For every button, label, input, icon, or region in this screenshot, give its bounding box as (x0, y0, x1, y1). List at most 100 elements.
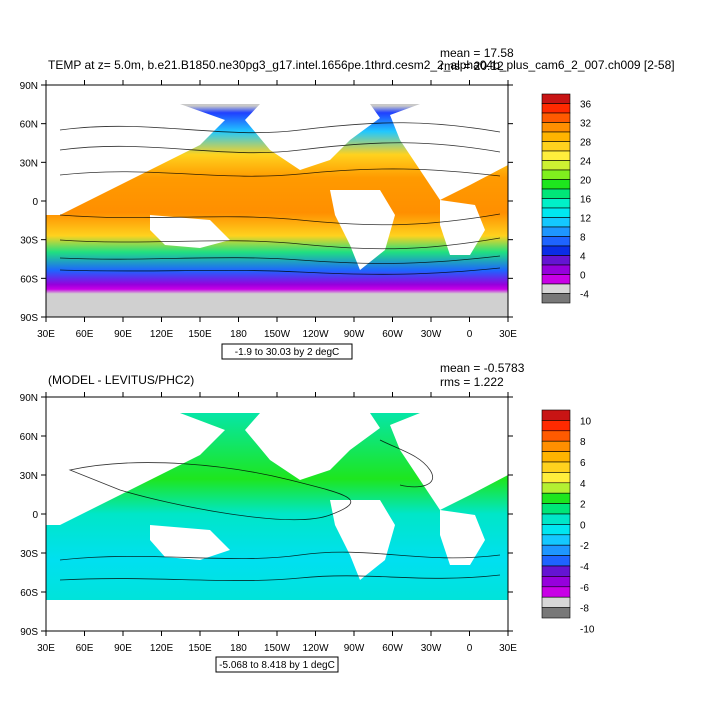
colorbar-label: 2 (580, 500, 586, 511)
panel-1-title: TEMP at z= 5.0m, b.e21.B1850.ne30pg3_g17… (48, 58, 675, 72)
colorbar-swatch (541, 236, 571, 247)
colorbar-swatch (541, 482, 571, 494)
y-tick-label: 60S (20, 588, 38, 599)
x-tick-label: 90W (344, 329, 365, 340)
panel-1-colorbar: 36 32 28 24 20 16 12 8 4 0 -4 (541, 93, 592, 304)
colorbar-swatch (541, 576, 571, 588)
colorbar-label: 4 (580, 252, 586, 263)
x-tick-label: 150E (188, 643, 212, 654)
colorbar-swatch (541, 179, 571, 190)
y-tick-label: 30S (20, 236, 38, 247)
panel-1-y-axis: 90N 60N 30N 0 30S 60S 90S (20, 81, 513, 324)
colorbar-label: 16 (580, 195, 592, 206)
y-tick-label: 30N (20, 471, 38, 482)
colorbar-label: 6 (580, 458, 586, 469)
colorbar-swatch (541, 409, 571, 421)
x-tick-label: 90E (114, 329, 132, 340)
panel-2-contours (59, 439, 501, 581)
x-tick-label: 150E (188, 329, 212, 340)
colorbar-swatch (541, 534, 571, 546)
panel-2-land (46, 397, 508, 631)
panel-1-x-axis: 30E 60E 90E 120E 150E 180 150W 120W 90W 60W 30W 0 30… (37, 80, 517, 340)
colorbar-swatch (541, 274, 571, 285)
x-tick-label: 30E (499, 643, 517, 654)
colorbar-swatch (541, 565, 571, 577)
colorbar-swatch (541, 555, 571, 567)
colorbar-swatch (541, 472, 571, 484)
colorbar-label: 8 (580, 233, 586, 244)
colorbar-swatch (541, 141, 571, 152)
panel-2-x-axis: 30E 60E 90E 120E 150E 180 150W 120W 90W 60W 30W 0 30… (37, 392, 517, 654)
panel-1-map (45, 84, 509, 318)
x-tick-label: 60E (76, 329, 94, 340)
panel-1-contours (59, 122, 501, 275)
colorbar-label: 32 (580, 119, 592, 130)
colorbar-swatch (541, 596, 571, 608)
colorbar-swatch (541, 112, 571, 123)
panel-2-range-label: -5.068 to 8.418 by 1 degC (219, 660, 335, 671)
x-tick-label: 60W (382, 643, 403, 654)
colorbar-label: -2 (580, 541, 589, 552)
colorbar-label: 0 (580, 271, 586, 282)
x-tick-label: 120E (150, 329, 174, 340)
x-tick-label: 30W (421, 329, 442, 340)
colorbar-label: 24 (580, 157, 592, 168)
x-tick-label: 120E (150, 643, 174, 654)
panel-2-range-box (215, 656, 339, 673)
colorbar-swatch (541, 169, 571, 180)
colorbar-swatch (541, 122, 571, 133)
colorbar-label: -8 (580, 604, 589, 615)
x-tick-label: 60E (76, 643, 94, 654)
colorbar-swatch (541, 607, 571, 619)
colorbar-swatch (541, 198, 571, 209)
colorbar-label: 0 (580, 520, 586, 531)
y-tick-label: 0 (32, 197, 38, 208)
panel-2-colorbar: 10 8 6 4 2 0 -2 -4 -6 -8 -10 (541, 409, 595, 635)
colorbar-swatch (541, 293, 571, 304)
panel-1-rms: rms = 20.12 (440, 59, 504, 73)
x-tick-label: 90W (344, 643, 365, 654)
colorbar-swatch (541, 451, 571, 463)
colorbar-label: 10 (580, 416, 592, 427)
panel-1-range-label: -1.9 to 30.03 by 2 degC (235, 347, 340, 358)
colorbar-swatch (541, 160, 571, 171)
colorbar-swatch (541, 503, 571, 515)
y-tick-label: 90N (20, 393, 38, 404)
y-tick-label: 90S (20, 627, 38, 638)
colorbar-swatch (541, 513, 571, 525)
colorbar-swatch (541, 150, 571, 161)
colorbar-swatch (541, 103, 571, 114)
x-tick-label: 0 (467, 643, 473, 654)
colorbar-swatch (541, 93, 571, 104)
x-tick-label: 150W (264, 643, 291, 654)
panel-2-title: (MODEL - LEVITUS/PHC2) (48, 373, 194, 387)
y-tick-label: 30S (20, 549, 38, 560)
panel-2-map (45, 396, 509, 632)
colorbar-swatch (541, 430, 571, 442)
colorbar-label: 20 (580, 176, 592, 187)
x-tick-label: 30E (37, 329, 55, 340)
y-tick-label: 0 (32, 510, 38, 521)
x-tick-label: 150W (264, 329, 291, 340)
panel-2-y-axis: 90N 60N 30N 0 30S 60S 90S (20, 393, 513, 638)
colorbar-swatch (541, 492, 571, 504)
colorbar-swatch (541, 131, 571, 142)
panel-2: (MODEL - LEVITUS/PHC2) mean = -0.5783 rm… (20, 361, 595, 673)
panel-2-mean: mean = -0.5783 (440, 361, 525, 375)
y-tick-label: 90N (20, 81, 38, 92)
x-tick-label: 30W (421, 643, 442, 654)
panel-1-land (46, 85, 508, 270)
x-tick-label: 60W (382, 329, 403, 340)
x-tick-label: 180 (230, 329, 247, 340)
colorbar-swatch (541, 217, 571, 228)
colorbar-swatch (541, 440, 571, 452)
colorbar-swatch (541, 524, 571, 536)
colorbar-label: 12 (580, 214, 592, 225)
colorbar-label: 4 (580, 479, 586, 490)
colorbar-swatch (541, 420, 571, 432)
y-tick-label: 90S (20, 313, 38, 324)
colorbar-label: -4 (580, 562, 589, 573)
x-tick-label: 90E (114, 643, 132, 654)
colorbar-swatch (541, 207, 571, 218)
